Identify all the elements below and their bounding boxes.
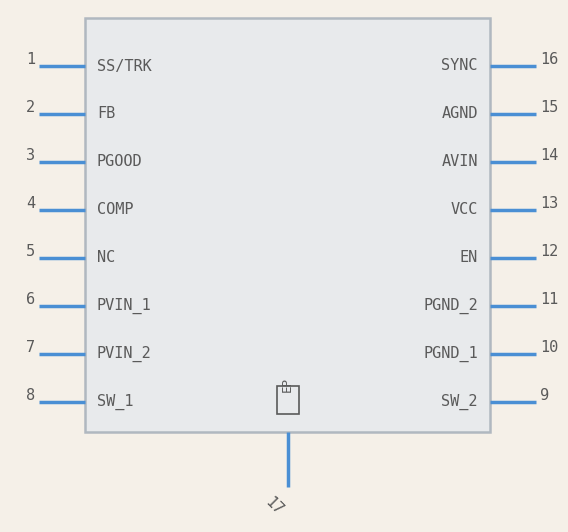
- Text: 15: 15: [540, 100, 558, 115]
- Text: FB: FB: [97, 106, 115, 121]
- Text: 2: 2: [26, 100, 35, 115]
- Text: NC: NC: [97, 251, 115, 265]
- Text: COMP: COMP: [97, 203, 133, 218]
- Text: 4: 4: [26, 196, 35, 211]
- Text: VCC: VCC: [450, 203, 478, 218]
- Text: 10: 10: [540, 340, 558, 355]
- Text: PGND_2: PGND_2: [423, 298, 478, 314]
- Text: AVIN: AVIN: [441, 154, 478, 170]
- Text: PGND_1: PGND_1: [423, 346, 478, 362]
- Text: SW_1: SW_1: [97, 394, 133, 410]
- Text: 1: 1: [26, 52, 35, 67]
- Text: SW_2: SW_2: [441, 394, 478, 410]
- Text: 11: 11: [540, 292, 558, 307]
- Text: 9: 9: [540, 388, 549, 403]
- Text: 3: 3: [26, 148, 35, 163]
- Text: 6: 6: [26, 292, 35, 307]
- Text: 13: 13: [540, 196, 558, 211]
- Text: 14: 14: [540, 148, 558, 163]
- Text: EN: EN: [460, 251, 478, 265]
- Text: 17: 17: [262, 495, 285, 519]
- Text: 12: 12: [540, 244, 558, 259]
- Text: 16: 16: [540, 52, 558, 67]
- Text: PGOOD: PGOOD: [97, 154, 143, 170]
- Text: 7: 7: [26, 340, 35, 355]
- Text: PVIN_1: PVIN_1: [97, 298, 152, 314]
- Text: EP: EP: [281, 377, 294, 392]
- Text: SS/TRK: SS/TRK: [97, 59, 152, 73]
- Text: 8: 8: [26, 388, 35, 403]
- Bar: [277, 386, 299, 414]
- Text: SYNC: SYNC: [441, 59, 478, 73]
- Text: PVIN_2: PVIN_2: [97, 346, 152, 362]
- Text: 5: 5: [26, 244, 35, 259]
- Bar: [85, 18, 490, 432]
- Text: AGND: AGND: [441, 106, 478, 121]
